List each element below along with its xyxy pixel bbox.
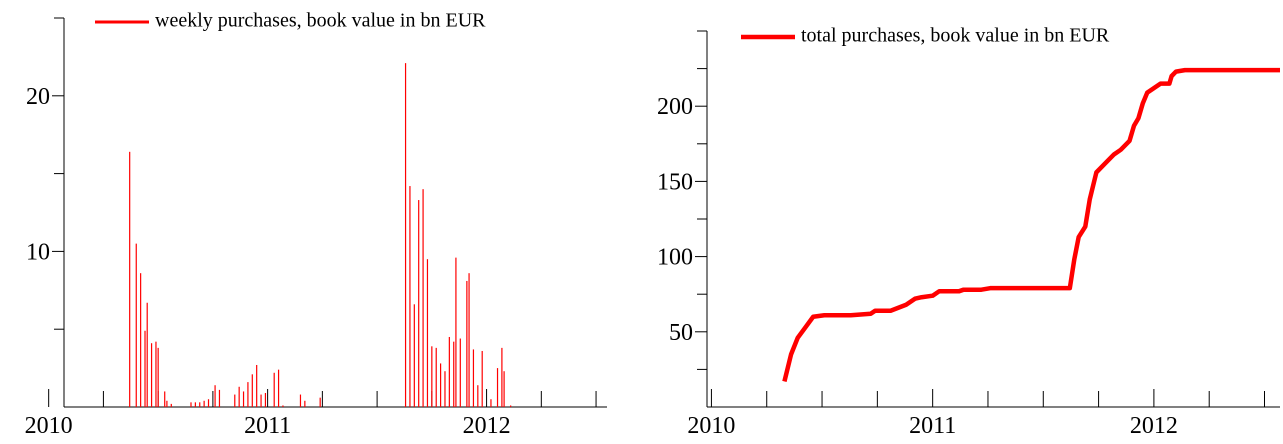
y-tick-label: 200 xyxy=(657,94,693,120)
bar xyxy=(503,371,505,407)
bar xyxy=(166,400,168,407)
bar xyxy=(448,336,450,407)
bar xyxy=(207,399,210,407)
bar xyxy=(190,402,192,407)
y-tick-label: 150 xyxy=(657,169,693,195)
bar xyxy=(435,347,437,407)
y-tick-label: 20 xyxy=(26,84,50,110)
x-tick-label: 2011 xyxy=(244,413,291,439)
bar xyxy=(260,394,262,407)
bar xyxy=(304,400,306,407)
bar xyxy=(218,389,221,407)
x-tick-label: 2012 xyxy=(463,413,511,439)
bar xyxy=(170,403,172,407)
bar xyxy=(455,257,457,407)
bar xyxy=(468,273,470,407)
bar xyxy=(422,189,424,407)
bar xyxy=(466,280,468,407)
bar xyxy=(481,350,483,407)
x-tick-label: 2010 xyxy=(687,413,735,439)
bar xyxy=(238,386,240,407)
x-tick-label: 2012 xyxy=(1130,413,1178,439)
bar xyxy=(251,374,253,407)
bar xyxy=(404,63,407,408)
bar xyxy=(242,391,245,407)
legend-label: total purchases, book value in bn EUR xyxy=(801,25,1110,47)
bar xyxy=(144,330,146,407)
bar xyxy=(418,200,420,407)
bar xyxy=(214,385,216,407)
x-tick-label: 2010 xyxy=(25,413,73,439)
bar xyxy=(490,399,492,407)
bar xyxy=(146,302,148,407)
bar xyxy=(439,363,442,407)
bar xyxy=(256,364,258,407)
bar xyxy=(299,394,302,407)
bar xyxy=(459,338,461,407)
bar xyxy=(157,347,159,407)
bar xyxy=(477,385,479,407)
bar xyxy=(319,397,321,407)
bar xyxy=(413,304,415,407)
bar xyxy=(199,402,201,407)
bar xyxy=(234,394,236,407)
bar xyxy=(409,186,411,407)
bar xyxy=(247,382,249,407)
bar xyxy=(501,347,503,407)
bar xyxy=(150,343,153,407)
legend-label: weekly purchases, book value in bn EUR xyxy=(155,10,486,32)
bar xyxy=(129,151,131,407)
line xyxy=(782,67,1280,382)
bar xyxy=(264,392,267,407)
bar xyxy=(282,405,284,407)
bar xyxy=(164,391,166,407)
bar xyxy=(194,402,196,407)
bar xyxy=(453,341,455,407)
bar xyxy=(510,405,512,407)
bar xyxy=(135,243,137,407)
y-tick-label: 10 xyxy=(26,239,50,265)
bar xyxy=(496,368,499,407)
bar xyxy=(426,259,429,407)
bar xyxy=(277,369,280,407)
bar xyxy=(431,346,433,407)
x-tick-label: 2011 xyxy=(909,413,956,439)
bar xyxy=(203,400,205,407)
y-tick-label: 50 xyxy=(669,320,693,346)
y-tick-label: 100 xyxy=(657,245,693,271)
bar xyxy=(140,273,142,407)
bar xyxy=(472,349,475,407)
bar xyxy=(273,372,275,407)
bar xyxy=(444,371,446,407)
bar xyxy=(155,341,157,407)
